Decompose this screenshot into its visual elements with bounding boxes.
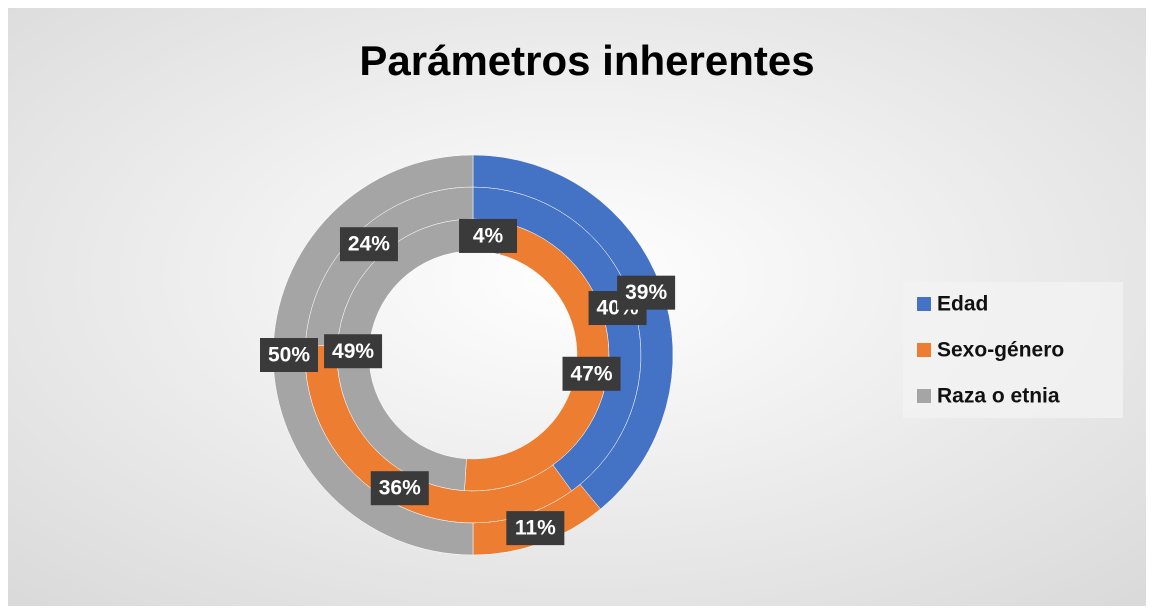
data-label-box xyxy=(324,334,383,369)
data-label-box xyxy=(370,471,429,506)
legend-swatch xyxy=(917,389,931,403)
data-label-box xyxy=(617,275,676,310)
data-label-box xyxy=(562,356,621,391)
data-label: 49% xyxy=(332,340,374,363)
data-label-box xyxy=(260,338,318,372)
data-label-box xyxy=(506,511,565,546)
data-label: 11% xyxy=(515,517,556,540)
legend-label: Edad xyxy=(937,293,988,316)
legend-swatch xyxy=(917,297,931,311)
data-label: 50% xyxy=(268,344,310,367)
legend-box xyxy=(903,282,1123,418)
legend-swatch xyxy=(917,343,931,357)
data-label: 24% xyxy=(348,233,390,256)
data-label: 36% xyxy=(379,477,421,500)
data-label: 47% xyxy=(571,362,613,385)
doughnut-segment xyxy=(272,154,474,556)
data-label-box xyxy=(459,218,518,253)
legend-label: Sexo-género xyxy=(937,339,1064,362)
data-label: 39% xyxy=(625,281,667,304)
data-label: 4% xyxy=(473,224,504,247)
legend-label: Raza o etnia xyxy=(937,385,1060,408)
chart-title: Parámetros inherentes xyxy=(359,37,814,84)
data-label-box xyxy=(339,227,398,262)
